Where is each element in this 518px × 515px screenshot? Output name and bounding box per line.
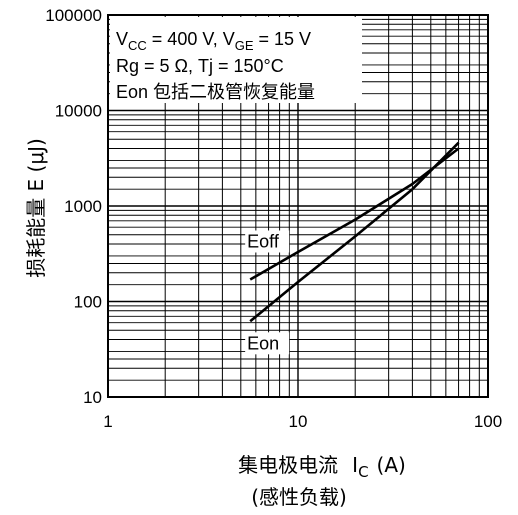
y-tick-label: 1000 bbox=[64, 197, 102, 216]
series-label-background bbox=[245, 230, 290, 253]
x-tick-label: 100 bbox=[474, 412, 502, 431]
conditions-line-eon-note: Eon 包括二极管恢复能量 bbox=[116, 82, 315, 102]
series-line-eon bbox=[249, 141, 460, 323]
y-tick-label: 100 bbox=[74, 293, 102, 312]
plot-border bbox=[107, 14, 489, 398]
y-tick-label: 100000 bbox=[45, 6, 102, 25]
series-label-background bbox=[245, 332, 290, 355]
x-axis-note: (感性负载) bbox=[251, 485, 347, 509]
y-tick-label: 10 bbox=[83, 388, 102, 407]
plot-frame bbox=[107, 14, 489, 398]
conditions-box: VCC = 400 V, VGE = 15 V Rg = 5 Ω, Tj = 1… bbox=[110, 17, 362, 103]
conditions-line-rg-tj: Rg = 5 Ω, Tj = 150°C bbox=[116, 56, 284, 76]
y-axis-label: 损耗能量 E (μJ) bbox=[24, 138, 48, 278]
series-labels: Eoff Eon bbox=[245, 230, 290, 355]
y-tick-labels: 10 100 1000 10000 100000 bbox=[45, 6, 102, 407]
conditions-line-voltage: VCC = 400 V, VGE = 15 V bbox=[116, 29, 311, 53]
series-curves bbox=[249, 141, 460, 323]
x-tick-label: 1 bbox=[103, 412, 112, 431]
series-label-eoff: Eoff bbox=[247, 231, 280, 251]
x-axis-label: 集电极电流 IC (A) bbox=[238, 453, 406, 481]
x-tick-label: 10 bbox=[289, 412, 308, 431]
y-tick-label: 10000 bbox=[55, 102, 102, 121]
x-tick-labels: 1 10 100 bbox=[103, 412, 502, 431]
conditions-box-background bbox=[110, 17, 362, 103]
series-label-eon: Eon bbox=[247, 333, 279, 353]
